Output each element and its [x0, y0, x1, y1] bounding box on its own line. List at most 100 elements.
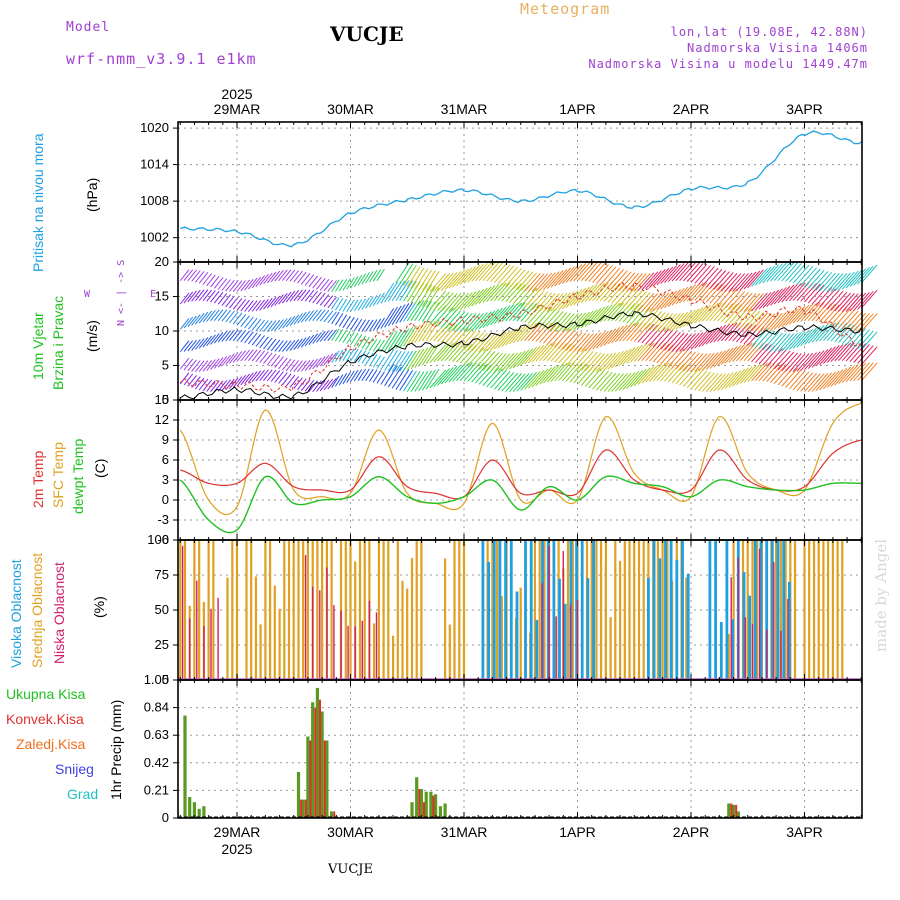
wind-barb	[747, 311, 764, 331]
wind-barb	[474, 262, 492, 282]
wind-barb	[509, 325, 526, 345]
wind-barb	[217, 292, 228, 305]
precip-total-bar	[419, 789, 423, 818]
cloud-bar	[575, 540, 578, 680]
wind-barb	[448, 269, 466, 289]
wind-barb	[588, 369, 606, 389]
legend-total-rain: Ukupna Kisa	[6, 686, 86, 702]
precip-conv-bar	[323, 740, 326, 818]
wind-barb	[694, 329, 711, 349]
wind-barb	[274, 356, 284, 368]
wind-barb	[720, 346, 738, 365]
wind-barb	[645, 363, 662, 383]
wind-barb	[512, 270, 530, 290]
cloud-bar	[779, 540, 782, 680]
wind-barb	[671, 349, 689, 369]
wind-barb	[300, 310, 311, 323]
wind-barb	[421, 320, 436, 342]
cloud-bar	[623, 540, 626, 680]
wind-barb	[232, 351, 243, 363]
wind-barb	[736, 323, 753, 343]
wind-barb	[191, 376, 201, 388]
cloud-bar	[751, 540, 754, 680]
wind-barb	[845, 293, 863, 312]
wind-barb	[240, 373, 250, 386]
wind-barb	[221, 379, 231, 392]
wind-barb	[800, 267, 817, 287]
cloud-bar	[333, 605, 335, 680]
wind-barb	[456, 328, 473, 348]
wind-barb	[838, 309, 855, 329]
wind-barb	[800, 327, 817, 347]
ytick-label-precip: 0.42	[144, 755, 169, 770]
wind-barb	[501, 372, 519, 392]
wind-barb	[380, 308, 395, 329]
wind-barb	[679, 262, 696, 282]
wind-barb	[304, 310, 315, 322]
wind-barb	[705, 351, 723, 370]
wind-barb	[478, 351, 496, 370]
wind-barb	[754, 362, 772, 382]
wind-barb	[395, 303, 410, 324]
wind-barb	[607, 325, 624, 345]
wind-barb	[618, 303, 636, 322]
wind-barb	[550, 312, 568, 331]
wind-barb	[490, 331, 507, 351]
wind-barb	[327, 296, 337, 309]
wind-barb	[664, 289, 681, 309]
wind-barb	[497, 265, 515, 285]
cloud-bar	[491, 540, 494, 680]
wind-barb	[758, 290, 776, 310]
precip-total-bar	[188, 797, 192, 818]
cloud-bar	[576, 600, 579, 680]
wind-barb	[736, 308, 753, 328]
wind-barb	[384, 306, 398, 328]
wind-barb	[198, 271, 209, 284]
wind-barb	[811, 373, 829, 392]
wind-barb	[372, 339, 382, 352]
wind-barb	[698, 303, 715, 323]
wind-barb	[512, 373, 530, 392]
wind-barb	[308, 290, 318, 303]
wind-barb	[274, 340, 284, 352]
wind-barb	[414, 322, 429, 343]
wind-barb	[251, 276, 262, 289]
wind-barb	[724, 304, 742, 324]
wind-barb	[531, 273, 549, 292]
wind-barb	[425, 287, 440, 308]
wind-barb	[675, 262, 693, 282]
cloud-bar	[319, 590, 321, 680]
wind-barb	[365, 296, 374, 309]
cloud-bar	[727, 634, 730, 680]
wind-barb	[505, 283, 522, 303]
wind-barb	[365, 337, 374, 351]
cloud-bar	[658, 558, 662, 680]
wind-barb	[403, 350, 417, 372]
wind-barb	[361, 351, 370, 364]
wind-barb	[486, 262, 503, 282]
cloud-bar	[498, 540, 502, 680]
precip-conv-bar	[333, 811, 336, 818]
precip-total-bar	[415, 777, 419, 818]
wind-barb	[857, 330, 874, 350]
wind-barb	[270, 370, 281, 382]
wind-barb	[210, 333, 220, 345]
wind-barb	[380, 364, 395, 385]
wind-barb	[743, 270, 761, 290]
wind-barb	[641, 271, 659, 291]
wind-barb	[804, 373, 821, 393]
cloud-bar	[519, 587, 522, 680]
wind-barb	[429, 273, 447, 293]
wind-barb	[558, 266, 575, 286]
cloud-bar	[231, 540, 234, 680]
wind-barb	[834, 366, 851, 386]
wind-barb	[565, 332, 583, 351]
wind-barb	[660, 313, 677, 333]
wind-barb	[187, 359, 197, 372]
wind-barb	[562, 313, 579, 333]
legend-hail: Grad	[67, 786, 99, 802]
wind-barb	[720, 288, 738, 308]
wind-barb	[350, 318, 359, 331]
wind-barb	[289, 339, 300, 351]
